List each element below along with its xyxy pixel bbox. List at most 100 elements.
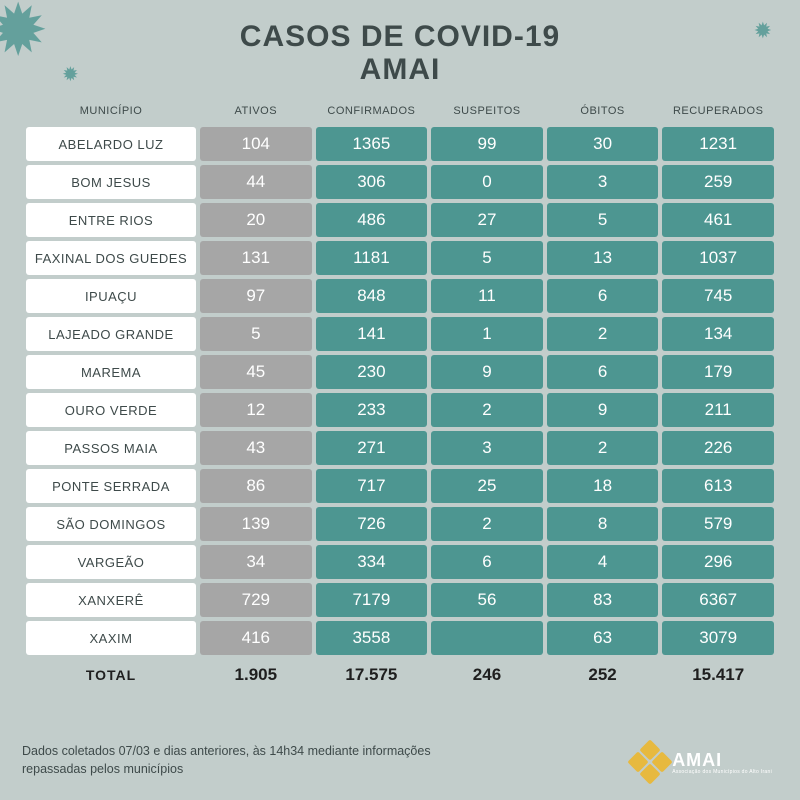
cell-ativos: 43 xyxy=(200,431,312,465)
covid-table: MUNICÍPIO ATIVOS CONFIRMADOS SUSPEITOS Ó… xyxy=(22,97,778,696)
cell-confirmados: 3558 xyxy=(316,621,428,655)
total-label: TOTAL xyxy=(26,659,196,692)
cell-suspeitos: 27 xyxy=(431,203,543,237)
cell-suspeitos: 3 xyxy=(431,431,543,465)
cell-confirmados: 230 xyxy=(316,355,428,389)
cell-recuperados: 259 xyxy=(662,165,774,199)
cell-recuperados: 461 xyxy=(662,203,774,237)
cell-suspeitos: 1 xyxy=(431,317,543,351)
table-row: PONTE SERRADA867172518613 xyxy=(26,469,774,503)
cell-ativos: 20 xyxy=(200,203,312,237)
table-row: LAJEADO GRANDE514112134 xyxy=(26,317,774,351)
cell-ativos: 131 xyxy=(200,241,312,275)
cell-municipio: XAXIM xyxy=(26,621,196,655)
cell-obitos: 2 xyxy=(547,317,659,351)
table-row: MAREMA4523096179 xyxy=(26,355,774,389)
table-row: PASSOS MAIA4327132226 xyxy=(26,431,774,465)
cell-confirmados: 1181 xyxy=(316,241,428,275)
table-row: OURO VERDE1223329211 xyxy=(26,393,774,427)
cell-municipio: VARGEÃO xyxy=(26,545,196,579)
cell-suspeitos: 9 xyxy=(431,355,543,389)
cell-obitos: 8 xyxy=(547,507,659,541)
cell-confirmados: 1365 xyxy=(316,127,428,161)
cell-municipio: LAJEADO GRANDE xyxy=(26,317,196,351)
cell-obitos: 13 xyxy=(547,241,659,275)
cell-ativos: 139 xyxy=(200,507,312,541)
cell-obitos: 63 xyxy=(547,621,659,655)
cell-suspeitos: 56 xyxy=(431,583,543,617)
cell-suspeitos: 11 xyxy=(431,279,543,313)
cell-confirmados: 7179 xyxy=(316,583,428,617)
page-title: CASOS DE COVID-19 xyxy=(22,20,778,53)
cell-obitos: 6 xyxy=(547,355,659,389)
col-header-obitos: ÓBITOS xyxy=(547,101,659,123)
total-recuperados: 15.417 xyxy=(662,659,774,692)
cell-ativos: 97 xyxy=(200,279,312,313)
col-header-confirmados: CONFIRMADOS xyxy=(316,101,428,123)
cell-suspeitos: 99 xyxy=(431,127,543,161)
table-header-row: MUNICÍPIO ATIVOS CONFIRMADOS SUSPEITOS Ó… xyxy=(26,101,774,123)
table-row: FAXINAL DOS GUEDES13111815131037 xyxy=(26,241,774,275)
cell-obitos: 6 xyxy=(547,279,659,313)
content-area: CASOS DE COVID-19 AMAI MUNICÍPIO ATIVOS … xyxy=(0,0,800,706)
cell-obitos: 3 xyxy=(547,165,659,199)
cell-suspeitos: 0 xyxy=(431,165,543,199)
cell-ativos: 12 xyxy=(200,393,312,427)
table-totals-row: TOTAL1.90517.57524625215.417 xyxy=(26,659,774,692)
cell-confirmados: 271 xyxy=(316,431,428,465)
cell-recuperados: 1231 xyxy=(662,127,774,161)
cell-recuperados: 613 xyxy=(662,469,774,503)
cell-ativos: 34 xyxy=(200,545,312,579)
table-row: ABELARDO LUZ104136599301231 xyxy=(26,127,774,161)
cell-suspeitos: 6 xyxy=(431,545,543,579)
cell-suspeitos: 5 xyxy=(431,241,543,275)
table-row: VARGEÃO3433464296 xyxy=(26,545,774,579)
cell-recuperados: 134 xyxy=(662,317,774,351)
cell-municipio: FAXINAL DOS GUEDES xyxy=(26,241,196,275)
cell-ativos: 104 xyxy=(200,127,312,161)
col-header-suspeitos: SUSPEITOS xyxy=(431,101,543,123)
cell-confirmados: 848 xyxy=(316,279,428,313)
cell-confirmados: 726 xyxy=(316,507,428,541)
cell-municipio: SÃO DOMINGOS xyxy=(26,507,196,541)
cell-suspeitos: 2 xyxy=(431,393,543,427)
amai-logo: AMAI Associação dos Municípios do Alto I… xyxy=(634,746,772,778)
col-header-municipio: MUNICÍPIO xyxy=(26,101,196,123)
cell-suspeitos xyxy=(431,621,543,655)
table-row: SÃO DOMINGOS13972628579 xyxy=(26,507,774,541)
footnote-line2: repassadas pelos municípios xyxy=(22,762,183,776)
cell-municipio: XANXERÊ xyxy=(26,583,196,617)
cell-obitos: 9 xyxy=(547,393,659,427)
page-subtitle: AMAI xyxy=(22,53,778,87)
cell-recuperados: 296 xyxy=(662,545,774,579)
cell-confirmados: 334 xyxy=(316,545,428,579)
cell-ativos: 44 xyxy=(200,165,312,199)
cell-obitos: 83 xyxy=(547,583,659,617)
col-header-ativos: ATIVOS xyxy=(200,101,312,123)
cell-municipio: ENTRE RIOS xyxy=(26,203,196,237)
table-row: XANXERÊ729717956836367 xyxy=(26,583,774,617)
table-row: ENTRE RIOS20486275461 xyxy=(26,203,774,237)
cell-recuperados: 745 xyxy=(662,279,774,313)
cell-confirmados: 141 xyxy=(316,317,428,351)
footnote: Dados coletados 07/03 e dias anteriores,… xyxy=(22,743,431,778)
logo-text: AMAI xyxy=(672,750,772,771)
cell-obitos: 18 xyxy=(547,469,659,503)
cell-obitos: 30 xyxy=(547,127,659,161)
cell-municipio: PONTE SERRADA xyxy=(26,469,196,503)
cell-recuperados: 1037 xyxy=(662,241,774,275)
logo-mark-icon xyxy=(628,739,673,784)
cell-obitos: 2 xyxy=(547,431,659,465)
cell-ativos: 45 xyxy=(200,355,312,389)
table-row: IPUAÇU97848116745 xyxy=(26,279,774,313)
cell-municipio: BOM JESUS xyxy=(26,165,196,199)
cell-confirmados: 486 xyxy=(316,203,428,237)
cell-municipio: MAREMA xyxy=(26,355,196,389)
cell-recuperados: 3079 xyxy=(662,621,774,655)
col-header-recuperados: RECUPERADOS xyxy=(662,101,774,123)
table-row: BOM JESUS4430603259 xyxy=(26,165,774,199)
total-suspeitos: 246 xyxy=(431,659,543,692)
total-confirmados: 17.575 xyxy=(316,659,428,692)
cell-suspeitos: 2 xyxy=(431,507,543,541)
table-row: XAXIM4163558633079 xyxy=(26,621,774,655)
